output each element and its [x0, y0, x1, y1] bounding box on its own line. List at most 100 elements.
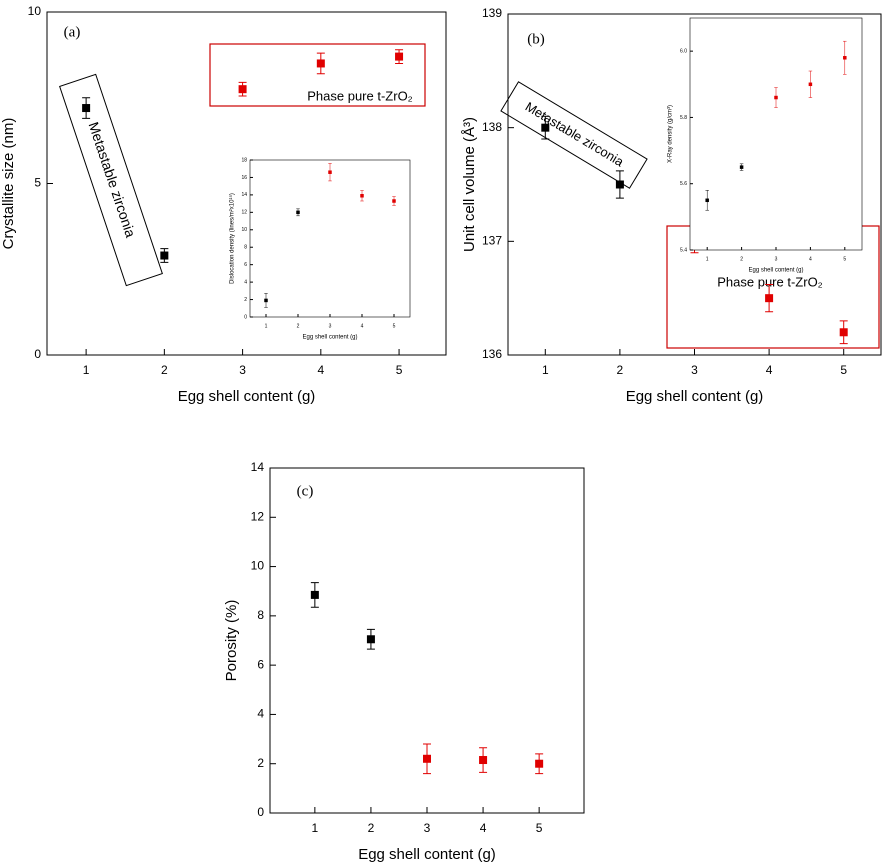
data-point — [238, 85, 247, 94]
y-tick-label: 5 — [34, 176, 41, 190]
y-axis-label: Crystallite size (nm) — [0, 118, 17, 250]
x-tick-label: 2 — [617, 363, 624, 377]
x-tick-label: 2 — [368, 821, 375, 835]
x-tick-label: 4 — [361, 323, 364, 329]
panel-label: (b) — [527, 31, 545, 47]
data-point — [366, 635, 375, 644]
data-point — [535, 759, 544, 768]
data-point — [392, 199, 396, 203]
plot-frame — [689, 17, 863, 251]
y-tick-label: 5.6 — [680, 181, 687, 187]
x-tick-label: 1 — [706, 256, 709, 262]
x-tick-label: 5 — [843, 256, 846, 262]
annotation: Phase pure t-ZrO₂ — [717, 274, 822, 289]
data-point — [360, 194, 364, 198]
x-axis-label: Egg shell content (g) — [748, 268, 803, 274]
y-tick-label: 2 — [244, 297, 247, 303]
data-point — [310, 590, 319, 599]
data-point — [705, 198, 709, 203]
data-point — [765, 294, 774, 303]
x-tick-label: 3 — [239, 363, 246, 377]
x-tick-label: 5 — [536, 821, 543, 835]
x-axis-label: Egg shell content (g) — [626, 388, 764, 405]
y-tick-label: 12 — [241, 210, 247, 216]
data-point — [328, 170, 332, 174]
x-axis-label: Egg shell content (g) — [178, 388, 316, 405]
data-point — [615, 180, 624, 189]
x-tick-label: 5 — [396, 363, 403, 377]
y-tick-label: 0 — [244, 314, 247, 320]
annotation-box — [209, 43, 426, 107]
data-point — [739, 165, 744, 169]
data-point — [843, 56, 847, 60]
x-tick-label: 3 — [329, 323, 332, 329]
x-tick-label: 3 — [775, 256, 778, 262]
y-tick-label: 14 — [241, 192, 247, 198]
x-tick-label: 4 — [317, 363, 324, 377]
y-tick-label: 12 — [251, 509, 265, 523]
data-point — [316, 59, 325, 68]
y-tick-label: 10 — [28, 4, 42, 18]
annotation: Phase pure t-ZrO₂ — [307, 88, 412, 103]
y-tick-label: 5.8 — [680, 115, 687, 121]
y-tick-label: 6 — [244, 262, 247, 268]
y-tick-label: 18 — [241, 157, 247, 163]
data-point — [296, 210, 300, 215]
x-tick-label: 5 — [393, 323, 396, 329]
x-axis-label: Egg shell content (g) — [358, 846, 496, 863]
y-axis-label: Unit cell volume (Å³) — [461, 117, 478, 252]
data-point — [423, 754, 431, 763]
data-point — [479, 756, 488, 765]
y-tick-label: 137 — [482, 234, 502, 248]
y-tick-label: 6 — [257, 657, 264, 671]
y-tick-label: 16 — [241, 175, 247, 181]
y-axis-label: X-Ray density (g/cm³) — [668, 105, 674, 163]
x-tick-label: 1 — [312, 821, 319, 835]
plot-frame — [249, 159, 411, 318]
y-tick-label: 4 — [257, 707, 264, 721]
y-tick-label: 10 — [251, 559, 265, 573]
x-tick-label: 4 — [766, 363, 773, 377]
data-point — [82, 104, 91, 113]
y-tick-label: 8 — [244, 245, 247, 251]
y-tick-label: 0 — [257, 805, 264, 819]
x-tick-label: 4 — [480, 821, 487, 835]
x-tick-label: 1 — [83, 363, 90, 377]
y-tick-label: 2 — [257, 756, 264, 770]
annotation-box — [500, 81, 648, 189]
x-tick-label: 2 — [740, 256, 743, 262]
y-axis-label: Porosity (%) — [223, 600, 240, 682]
data-point — [774, 95, 778, 100]
x-tick-label: 1 — [265, 323, 268, 329]
x-axis-label: Egg shell content (g) — [302, 335, 357, 341]
x-tick-label: 2 — [161, 363, 168, 377]
x-tick-label: 3 — [424, 821, 431, 835]
y-tick-label: 138 — [482, 120, 502, 134]
panel: 1 2 3 4 5 5.4 5.6 5.8 6.0 Egg shell content (g) X-… — [668, 17, 863, 274]
y-tick-label: 14 — [251, 460, 265, 474]
x-tick-label: 5 — [840, 363, 847, 377]
y-tick-label: 10 — [241, 227, 247, 233]
panel-label: (a) — [64, 24, 81, 40]
x-tick-label: 4 — [809, 256, 812, 262]
data-point — [839, 328, 848, 337]
y-tick-label: 4 — [244, 279, 247, 285]
y-tick-label: 0 — [34, 347, 41, 361]
y-tick-label: 136 — [482, 347, 502, 361]
data-point — [160, 251, 169, 260]
data-point — [808, 82, 813, 87]
y-tick-label: 8 — [257, 608, 264, 622]
data-point — [395, 52, 404, 61]
y-tick-label: 5.4 — [680, 247, 687, 253]
y-tick-label: 139 — [482, 6, 502, 20]
x-tick-label: 2 — [297, 323, 300, 329]
x-tick-label: 3 — [691, 363, 698, 377]
y-axis-label: Dislocation density (lines/m²x10¹⁵) — [229, 193, 236, 284]
data-point — [264, 298, 268, 303]
y-tick-label: 6.0 — [680, 48, 687, 54]
panel-label: (c) — [297, 483, 314, 499]
annotation-box — [59, 73, 163, 287]
